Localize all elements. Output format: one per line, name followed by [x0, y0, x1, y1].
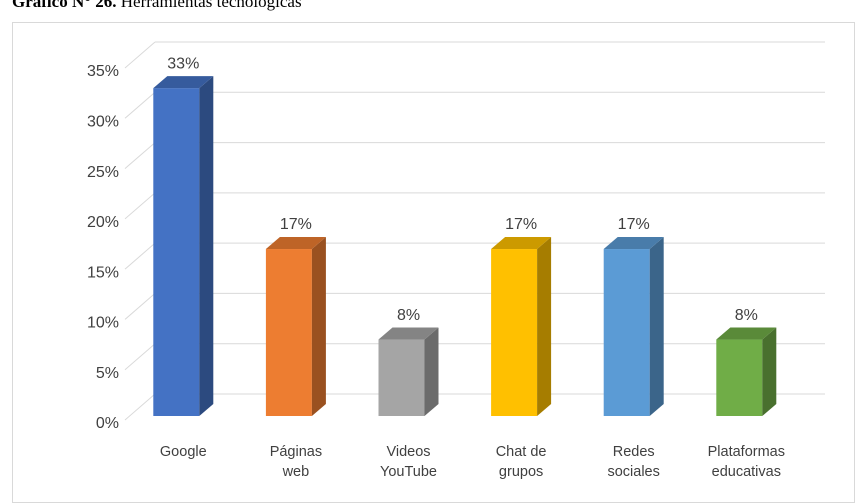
x-tick-label: Plataformas educativas [707, 444, 785, 480]
bar-side [649, 237, 664, 416]
bar-side [311, 237, 326, 416]
bar-top [491, 237, 552, 250]
bar-side [762, 327, 777, 416]
bar-top [265, 237, 326, 250]
grid-line-side [124, 142, 156, 169]
bar-front [603, 249, 650, 416]
title-prefix: Gráfico N° 26. [12, 0, 117, 11]
bar-front [265, 249, 312, 416]
y-tick-label: 15% [87, 264, 119, 281]
value-label: 17% [280, 216, 312, 233]
y-tick-label: 10% [87, 315, 119, 332]
bar-top [603, 237, 664, 250]
bar-front [491, 249, 538, 416]
grid-line-side [124, 343, 156, 371]
bar-side [537, 237, 552, 416]
bar-front [378, 339, 425, 416]
y-tick-label: 25% [87, 164, 119, 181]
grid-line-side [124, 242, 156, 270]
bar-side [424, 327, 439, 416]
x-tick-label: Redes sociales [607, 444, 660, 480]
title: Gráfico N° 26. Herramientas tecnológicas [12, 0, 302, 12]
bar-top [716, 327, 777, 340]
y-tick-label: 30% [87, 114, 119, 131]
y-tick-label: 5% [96, 365, 119, 382]
x-tick-label: Videos YouTube [380, 444, 437, 480]
value-label: 33% [167, 55, 199, 72]
y-tick-label: 0% [96, 415, 119, 432]
bar-side [199, 76, 214, 416]
y-tick-label: 35% [87, 63, 119, 80]
value-label: 8% [397, 307, 420, 324]
bar-top [378, 327, 439, 340]
grid-line-side [124, 41, 156, 69]
y-tick-label: 20% [87, 214, 119, 231]
bar-front [716, 339, 763, 416]
value-label: 17% [618, 216, 650, 233]
value-label: 17% [505, 216, 537, 233]
bar-top [153, 76, 214, 89]
grid-line-side [124, 293, 156, 320]
x-tick-label: Páginas web [269, 444, 323, 480]
title-text: Herramientas tecnológicas [120, 0, 302, 11]
x-tick-label: Google [159, 444, 207, 460]
bar-front [153, 88, 200, 416]
grid-line-side [124, 393, 156, 421]
grid-line-side [124, 192, 156, 220]
grid-line-side [124, 91, 156, 119]
value-label: 8% [735, 307, 758, 324]
chart-frame [12, 22, 855, 503]
x-tick-label: Chat de grupos [495, 444, 547, 480]
